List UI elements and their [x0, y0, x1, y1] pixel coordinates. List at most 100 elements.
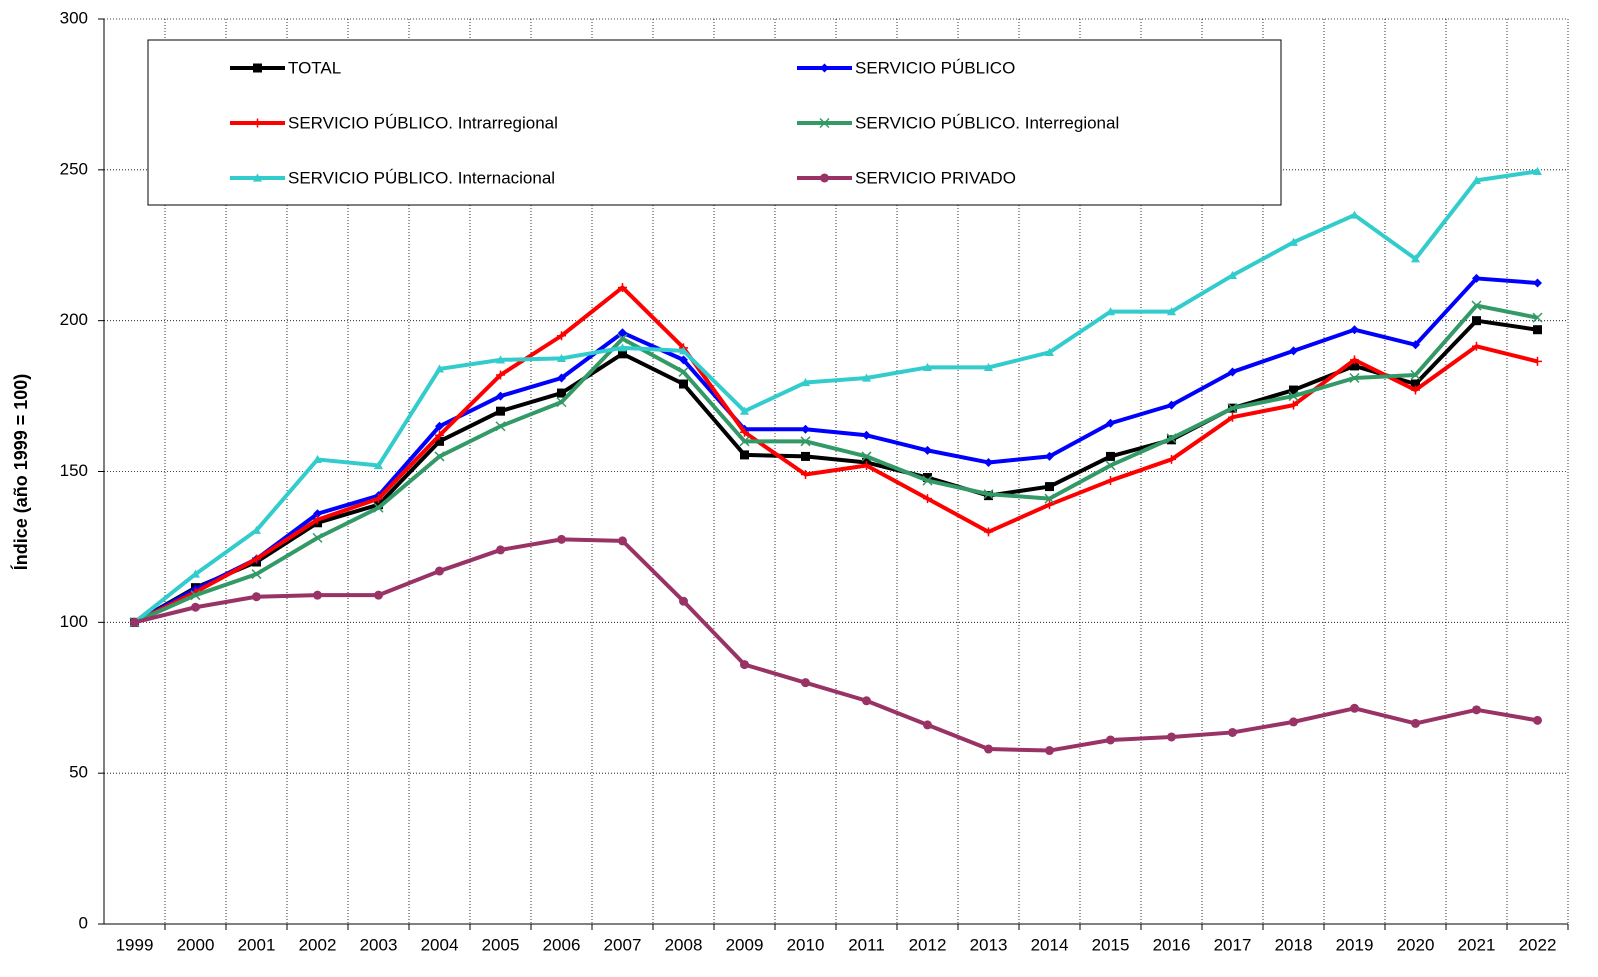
data-point — [1411, 379, 1420, 389]
x-tick-label: 2010 — [787, 935, 825, 954]
data-point — [1045, 746, 1054, 756]
legend-label: SERVICIO PÚBLICO — [855, 58, 1015, 77]
data-point — [1350, 210, 1359, 219]
x-tick-label: 2017 — [1214, 935, 1252, 954]
data-point — [1045, 451, 1054, 461]
data-point — [252, 525, 261, 534]
x-tick-label: 2002 — [299, 935, 337, 954]
data-point — [1045, 500, 1054, 510]
data-point — [252, 592, 261, 602]
y-tick-label: 100 — [60, 612, 88, 631]
data-point — [1533, 715, 1542, 725]
data-point — [1167, 732, 1176, 742]
data-point — [862, 373, 871, 382]
data-point — [801, 378, 810, 387]
data-point — [1228, 270, 1237, 280]
x-tick-label: 2003 — [360, 935, 398, 954]
x-tick-label: 2009 — [726, 935, 764, 954]
data-point — [1106, 307, 1115, 316]
x-tick-label: 2019 — [1336, 935, 1374, 954]
data-point — [1228, 727, 1237, 737]
data-point — [801, 451, 810, 461]
data-point — [801, 678, 810, 688]
data-point — [923, 473, 932, 483]
data-point — [617, 333, 628, 344]
legend-label: TOTAL — [288, 58, 341, 77]
data-point — [557, 388, 566, 398]
legend-box — [147, 39, 1282, 206]
series-line — [133, 318, 1538, 625]
data-point — [862, 696, 871, 706]
data-point — [1167, 400, 1176, 410]
data-point — [1289, 385, 1298, 395]
data-point — [1289, 717, 1298, 727]
data-point — [923, 720, 932, 730]
data-point — [252, 554, 261, 564]
data-point — [1289, 237, 1298, 246]
x-tick-label: 2015 — [1092, 935, 1130, 954]
data-point — [1045, 482, 1054, 492]
data-point — [679, 355, 688, 365]
data-point — [1228, 412, 1237, 422]
data-point — [1533, 325, 1542, 335]
data-point — [1106, 418, 1115, 428]
legend-label: SERVICIO PÚBLICO. Interregional — [855, 113, 1119, 132]
data-point — [435, 430, 444, 440]
data-point — [496, 355, 505, 364]
data-point — [435, 364, 444, 373]
data-point — [251, 569, 262, 580]
y-tick-label: 250 — [60, 159, 88, 178]
data-point — [1288, 391, 1299, 402]
data-point — [740, 450, 749, 460]
data-point — [922, 475, 933, 486]
data-point — [679, 346, 688, 355]
data-point — [313, 515, 322, 525]
legend-marker — [253, 63, 262, 73]
data-point — [434, 451, 445, 462]
data-point — [557, 534, 566, 544]
data-point — [312, 532, 323, 543]
data-point — [923, 494, 932, 504]
data-point — [1167, 307, 1176, 316]
data-point — [1472, 316, 1481, 326]
data-point — [618, 536, 627, 546]
data-point — [678, 366, 689, 377]
legend-marker — [820, 63, 829, 73]
data-point — [1167, 454, 1176, 464]
data-point — [191, 602, 200, 612]
data-point — [1105, 460, 1116, 471]
data-point — [313, 509, 322, 519]
data-point — [1411, 718, 1420, 728]
series-line — [133, 276, 1538, 625]
series-line — [133, 285, 1538, 625]
legend-marker — [819, 117, 830, 129]
data-point — [130, 617, 139, 627]
x-tick-label: 2014 — [1031, 935, 1069, 954]
data-point — [618, 282, 627, 292]
data-point — [1532, 312, 1543, 323]
data-point — [861, 451, 872, 462]
data-point — [984, 457, 993, 467]
y-tick-label: 50 — [69, 763, 88, 782]
data-point — [1411, 254, 1420, 263]
x-tick-label: 2013 — [970, 935, 1008, 954]
data-point — [984, 362, 993, 372]
legend-label: SERVICIO PÚBLICO. Internacional — [288, 168, 555, 187]
data-point — [1106, 451, 1115, 461]
x-tick-label: 2018 — [1275, 935, 1313, 954]
legend-label: SERVICIO PÚBLICO. Intrarregional — [288, 113, 558, 132]
data-point — [1349, 372, 1360, 384]
series-line — [134, 537, 1538, 753]
x-tick-label: 2004 — [421, 935, 459, 954]
data-point — [1350, 355, 1359, 365]
data-point — [557, 353, 566, 362]
x-tick-label: 2021 — [1458, 935, 1496, 954]
data-point — [1411, 385, 1420, 395]
data-point — [983, 489, 994, 500]
x-tick-label: 2020 — [1397, 935, 1435, 954]
data-point — [313, 454, 322, 464]
data-point — [740, 406, 749, 415]
data-point — [190, 590, 201, 601]
data-point — [435, 436, 444, 446]
